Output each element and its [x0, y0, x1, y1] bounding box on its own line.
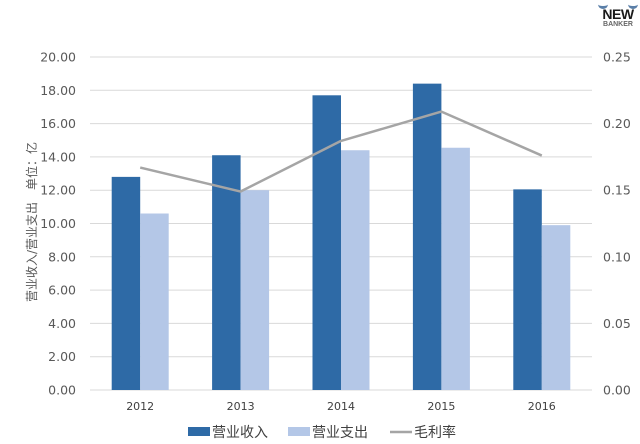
- x-tick-label: 2016: [528, 400, 556, 413]
- legend-item-expense: 营业支出: [288, 425, 368, 441]
- bar-revenue: [111, 176, 141, 390]
- y-tick-label: 20.00: [40, 50, 76, 65]
- x-tick-label: 2013: [227, 400, 255, 413]
- y2-tick-label: 0.15: [603, 183, 631, 198]
- bar-expense: [140, 213, 169, 390]
- y-tick-label: 14.00: [40, 149, 76, 164]
- x-tick-label: 2014: [327, 400, 355, 413]
- line-series: [139, 110, 543, 193]
- bar-revenue: [412, 83, 442, 390]
- newbanker-logo: NEW BANKER: [596, 0, 640, 40]
- y-tick-label: 6.00: [48, 283, 76, 298]
- logo-text-banker: BANKER: [603, 21, 633, 28]
- y-tick-label: 16.00: [40, 116, 76, 131]
- bar-revenue: [312, 95, 341, 391]
- y-tick-label: 8.00: [48, 249, 76, 264]
- x-tick-label: 2015: [427, 400, 455, 413]
- bar-expense: [541, 225, 571, 390]
- bar-expense: [240, 190, 270, 390]
- legend-label: 营业支出: [312, 425, 368, 441]
- bar-revenue: [513, 189, 542, 390]
- y2-tick-label: 0.00: [603, 383, 631, 398]
- y-tick-label: 10.00: [40, 216, 76, 231]
- left-y-axis: 0.00 2.00 4.00 6.00 8.00 10.00 12.00 14.00 16.00…: [40, 50, 76, 398]
- bar-expense: [441, 147, 470, 390]
- y2-tick-label: 0.20: [603, 116, 631, 131]
- y-tick-label: 0.00: [48, 383, 76, 398]
- y-tick-label: 18.00: [40, 83, 76, 98]
- bar-expense: [341, 150, 370, 390]
- y2-tick-label: 0.25: [603, 50, 631, 65]
- y-tick-label: 2.00: [48, 349, 76, 364]
- legend-swatch: [188, 427, 210, 436]
- legend-item-margin: 毛利率: [390, 424, 456, 441]
- margin-line: [139, 110, 543, 193]
- bar-revenue: [212, 155, 241, 390]
- logo-text-new: NEW: [602, 6, 634, 22]
- legend: 营业收入 营业支出 毛利率: [188, 424, 456, 441]
- y-tick-label: 4.00: [48, 316, 76, 331]
- legend-swatch: [288, 427, 310, 436]
- logo-horn-left: [598, 0, 608, 9]
- y2-tick-label: 0.10: [603, 249, 631, 264]
- right-y-axis: 0.00 0.05 0.10 0.15 0.20 0.25: [603, 50, 631, 398]
- legend-label: 毛利率: [414, 424, 456, 441]
- x-tick-label: 2012: [126, 400, 154, 413]
- x-axis: 2012 2013 2014 2015 2016: [126, 400, 556, 413]
- logo-horn-right: [628, 0, 638, 9]
- bar-series: [111, 83, 571, 391]
- legend-item-revenue: 营业收入: [188, 425, 268, 441]
- y-axis-title: 营业收入/营业支出 单位：亿: [24, 142, 39, 302]
- legend-label: 营业收入: [212, 425, 268, 441]
- y2-tick-label: 0.05: [603, 316, 631, 331]
- y-tick-label: 12.00: [40, 183, 76, 198]
